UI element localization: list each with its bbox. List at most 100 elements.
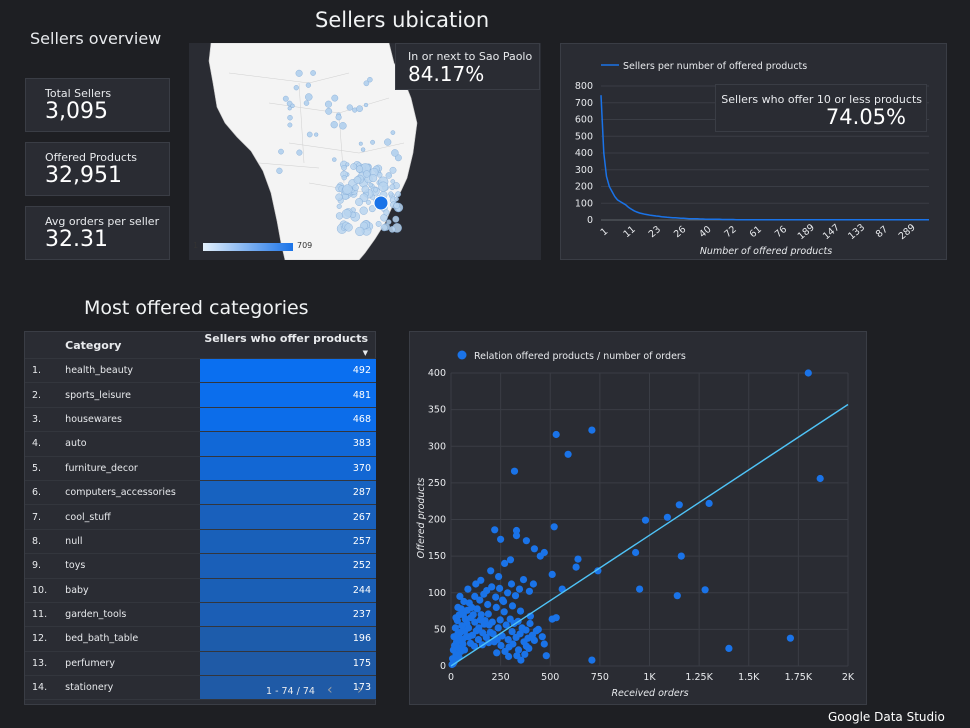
map-bubble — [355, 198, 364, 206]
map-bubble — [384, 138, 392, 146]
scatter-point — [448, 660, 456, 669]
kpi-offered-products: Offered Products 32,951 — [25, 142, 170, 196]
map-bubble — [363, 102, 369, 108]
scatter-x-tick: 750 — [591, 672, 609, 683]
row-category: null — [65, 529, 201, 555]
map-bubble — [314, 132, 319, 137]
row-category: housewares — [65, 407, 201, 433]
map-legend: 1 709 — [193, 241, 313, 253]
scatter-chart-panel: Relation offered products / number of or… — [409, 331, 867, 705]
table-row[interactable]: 4. auto 383 — [25, 431, 376, 457]
map-bubble — [335, 114, 342, 121]
table-row[interactable]: 13. perfumery 175 — [25, 651, 376, 677]
scatter-point — [485, 621, 493, 629]
line-x-tick: 147 — [821, 222, 842, 242]
value-column-header[interactable]: Sellers who offer products ▼ — [200, 332, 376, 359]
prev-page-icon[interactable]: ‹ — [327, 682, 333, 698]
line-y-tick: 700 — [575, 98, 593, 109]
table-row[interactable]: 7. cool_stuff 267 — [25, 504, 376, 530]
map-bubble — [335, 193, 343, 201]
table-row[interactable]: 5. furniture_decor 370 — [25, 456, 376, 481]
sellers-map[interactable]: In or next to Sao Paolo 84.17% 1 709 — [189, 43, 541, 260]
map-bubble — [342, 184, 353, 195]
category-table: Category Sellers who offer products ▼ 1.… — [25, 332, 376, 701]
map-bubble — [378, 181, 389, 192]
row-category: computers_accessories — [65, 480, 201, 506]
line-x-tick: 40 — [697, 224, 713, 240]
map-bubble — [388, 226, 396, 233]
scatter-point — [482, 633, 490, 641]
scatter-point — [451, 624, 459, 632]
kpi-value: 32,951 — [45, 163, 122, 188]
row-value: 267 — [200, 504, 376, 530]
scatter-point — [457, 605, 465, 613]
scatter-point — [512, 526, 521, 535]
scatter-point — [594, 567, 602, 575]
scatter-point — [476, 596, 484, 604]
map-bubble — [358, 141, 363, 146]
scatter-point — [465, 599, 473, 607]
line-chart-panel: Sellers per number of offered products 8… — [560, 43, 947, 260]
map-bubble — [332, 157, 337, 162]
scatter-point — [529, 580, 537, 588]
line-x-tick: 189 — [796, 222, 817, 242]
map-bubble — [368, 205, 376, 213]
scatter-point — [515, 585, 524, 593]
table-row[interactable]: 6. computers_accessories 287 — [25, 480, 376, 506]
map-bubble — [383, 209, 390, 216]
scatter-point — [506, 556, 515, 564]
kpi-avg-orders: Avg orders per seller 32.31 — [25, 206, 170, 260]
next-page-icon[interactable]: › — [357, 682, 363, 698]
category-column-header[interactable]: Category — [65, 332, 201, 359]
table-row[interactable]: 12. bed_bath_table 196 — [25, 626, 376, 652]
line-x-tick: 87 — [874, 224, 890, 240]
scatter-point — [588, 426, 596, 434]
scatter-point — [663, 513, 671, 521]
map-bubble — [394, 196, 399, 202]
scatter-point — [519, 576, 528, 584]
line-x-tick: 61 — [748, 224, 764, 240]
map-bubble — [324, 100, 332, 108]
table-row[interactable]: 3. housewares 468 — [25, 407, 376, 433]
scatter-point — [496, 616, 504, 624]
scatter-point — [496, 584, 504, 592]
row-rank: 4. — [25, 431, 66, 457]
table-row[interactable]: 1. health_beauty 492 — [25, 358, 376, 384]
map-bubble — [392, 215, 400, 223]
row-category: perfumery — [65, 651, 201, 677]
row-value: 244 — [200, 578, 376, 603]
map-bubble — [276, 167, 283, 174]
value-column-header-label: Sellers who offer products — [204, 332, 368, 345]
scatter-point — [632, 548, 640, 557]
map-callout: In or next to Sao Paolo 84.17% — [395, 43, 540, 90]
map-bubble — [339, 122, 347, 130]
legend-max: 709 — [297, 241, 313, 250]
map-bubble — [353, 176, 362, 184]
scatter-point — [501, 559, 509, 567]
scatter-point — [550, 523, 558, 531]
caret-down-icon: ▼ — [362, 349, 368, 357]
table-row[interactable]: 11. garden_tools 237 — [25, 602, 376, 628]
scatter-y-tick: 400 — [428, 368, 446, 379]
scatter-point — [463, 606, 471, 614]
line-x-tick: 76 — [773, 224, 789, 240]
table-row[interactable]: 14. stationery 173 — [25, 675, 376, 701]
scatter-point — [449, 646, 457, 654]
table-row[interactable]: 9. toys 252 — [25, 553, 376, 579]
table-row[interactable]: 8. null 257 — [25, 529, 376, 555]
table-header-row: Category Sellers who offer products ▼ — [25, 332, 376, 359]
kpi-value: 3,095 — [45, 99, 108, 124]
sellers-overview-title: Sellers overview — [30, 29, 162, 48]
map-bubble — [305, 93, 313, 101]
map-callout-label: In or next to Sao Paolo — [408, 50, 533, 63]
map-bubble — [306, 131, 313, 138]
scatter-point — [469, 611, 477, 619]
table-row[interactable]: 2. sports_leisure 481 — [25, 382, 376, 408]
line-y-tick: 800 — [575, 81, 593, 92]
row-value: 492 — [200, 358, 376, 384]
line-legend-label: Sellers per number of offered products — [623, 61, 807, 72]
map-bubble — [361, 185, 370, 194]
table-row[interactable]: 10. baby 244 — [25, 578, 376, 603]
scatter-y-tick: 100 — [428, 588, 446, 599]
map-bubble — [344, 223, 353, 232]
